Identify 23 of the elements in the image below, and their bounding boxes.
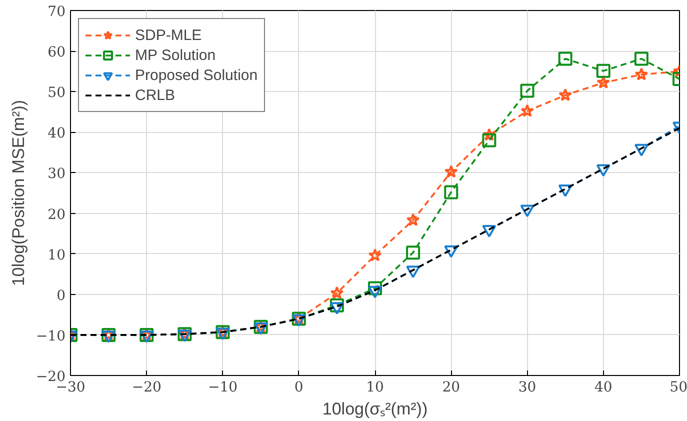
legend-label: Proposed Solution bbox=[135, 66, 258, 84]
x-tick-label: 10 bbox=[366, 380, 384, 396]
y-tick-label: −10 bbox=[36, 328, 66, 344]
x-tick-label: −10 bbox=[208, 380, 238, 396]
legend-label: SDP-MLE bbox=[135, 26, 202, 44]
x-tick-label: 20 bbox=[442, 380, 460, 396]
x-tick-label: 40 bbox=[594, 380, 612, 396]
x-tick-label: 30 bbox=[518, 380, 536, 396]
legend-label: CRLB bbox=[135, 86, 176, 104]
y-tick-label: 40 bbox=[48, 126, 66, 142]
x-tick-label: 0 bbox=[294, 380, 304, 396]
y-tick-label: 70 bbox=[48, 4, 66, 20]
x-tick-label: 50 bbox=[670, 380, 687, 396]
x-tick-label: −20 bbox=[132, 380, 162, 396]
y-tick-label: 30 bbox=[48, 166, 66, 182]
y-axis-title: 10log(Position MSE(m²)) bbox=[8, 100, 28, 286]
y-tick-label: 10 bbox=[48, 247, 66, 264]
y-tick-label: 50 bbox=[48, 85, 66, 102]
y-tick-label: 20 bbox=[48, 206, 66, 223]
x-axis-title: 10log(σₛ²(m²)) bbox=[322, 400, 428, 418]
legend-label: MP Solution bbox=[135, 46, 216, 64]
y-tick-label: 0 bbox=[56, 288, 66, 304]
y-tick-label: 60 bbox=[48, 44, 66, 61]
